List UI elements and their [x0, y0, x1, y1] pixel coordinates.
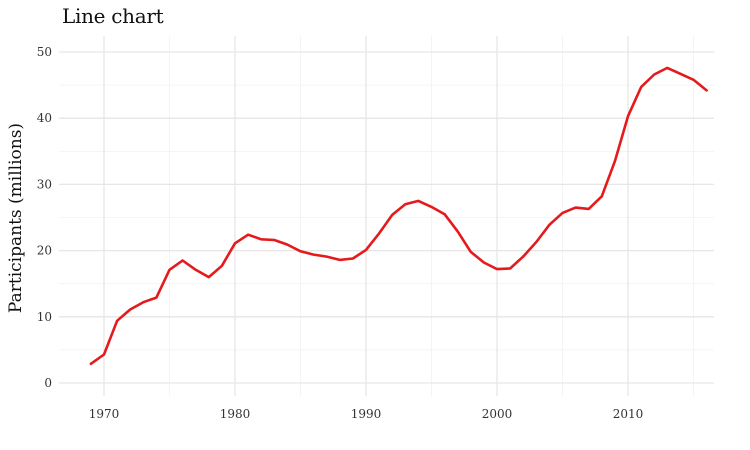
x-axis-ticks: 1970 1980 1990 2000 2010: [89, 407, 644, 421]
x-tick-label: 1990: [351, 407, 382, 421]
x-tick-label: 1980: [220, 407, 251, 421]
y-tick-label: 10: [37, 310, 52, 324]
y-tick-label: 50: [37, 45, 52, 59]
y-tick-label: 40: [37, 111, 52, 125]
y-tick-label: 30: [37, 177, 52, 191]
x-tick-label: 2010: [613, 407, 644, 421]
y-axis-ticks: 0 10 20 30 40 50: [37, 45, 52, 390]
y-tick-label: 20: [37, 244, 52, 258]
x-tick-label: 1970: [89, 407, 120, 421]
series-line: [89, 66, 708, 366]
grid: [59, 36, 714, 396]
x-tick-label: 2000: [482, 407, 513, 421]
y-axis-title: Participants (millions): [6, 123, 26, 313]
y-tick-label: 0: [44, 376, 52, 390]
chart-title: Line chart: [62, 4, 164, 28]
